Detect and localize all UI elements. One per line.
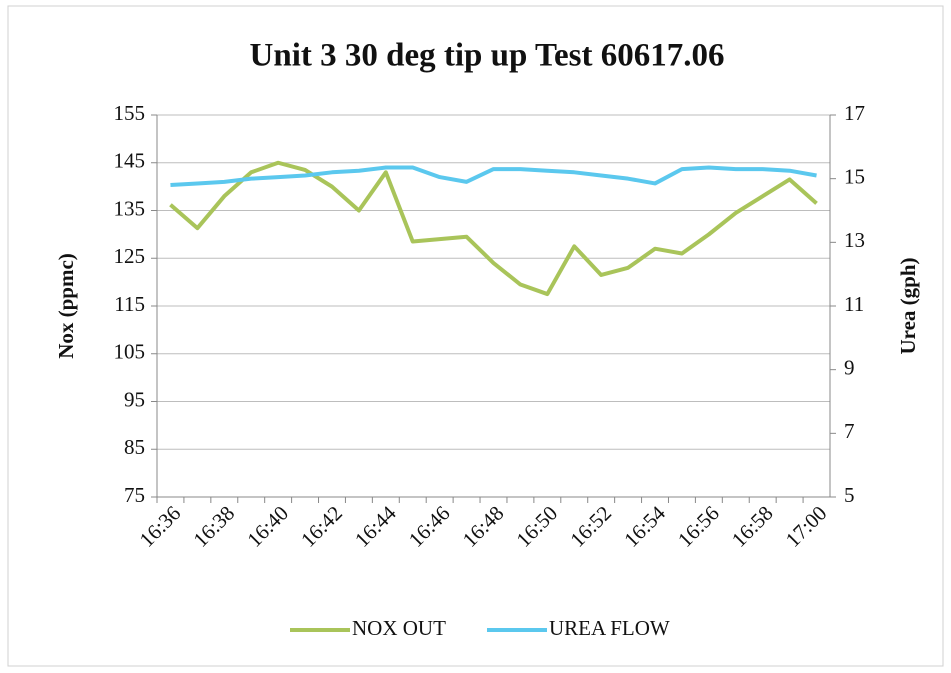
y-tick-label: 85 xyxy=(124,435,145,459)
series-line xyxy=(169,160,818,297)
legend-label: UREA FLOW xyxy=(549,616,670,640)
series-line xyxy=(170,165,817,188)
legend-label: NOX OUT xyxy=(352,616,446,640)
y2-tick-label: 13 xyxy=(844,228,865,252)
y2-axis-label: Urea (gph) xyxy=(896,257,920,354)
y-tick-label: 125 xyxy=(114,244,146,268)
y-axis-label: Nox (ppmc) xyxy=(54,253,78,359)
y2-tick-label: 7 xyxy=(844,419,855,443)
y2-tick-label: 17 xyxy=(844,101,865,125)
y-tick-label: 135 xyxy=(114,196,146,220)
y-tick-label: 145 xyxy=(114,149,146,173)
chart-frame xyxy=(7,5,944,667)
y2-tick-label: 5 xyxy=(844,483,855,507)
y-tick-label: 95 xyxy=(124,387,145,411)
y2-tick-label: 9 xyxy=(844,355,855,379)
y-tick-label: 115 xyxy=(114,292,145,316)
y-tick-label: 155 xyxy=(114,101,146,125)
chart-title: Unit 3 30 deg tip up Test 60617.06 xyxy=(250,38,725,74)
y-tick-label: 105 xyxy=(114,340,146,364)
y-tick-label: 75 xyxy=(124,483,145,507)
y2-tick-label: 15 xyxy=(844,164,865,188)
y2-tick-label: 11 xyxy=(844,292,864,316)
